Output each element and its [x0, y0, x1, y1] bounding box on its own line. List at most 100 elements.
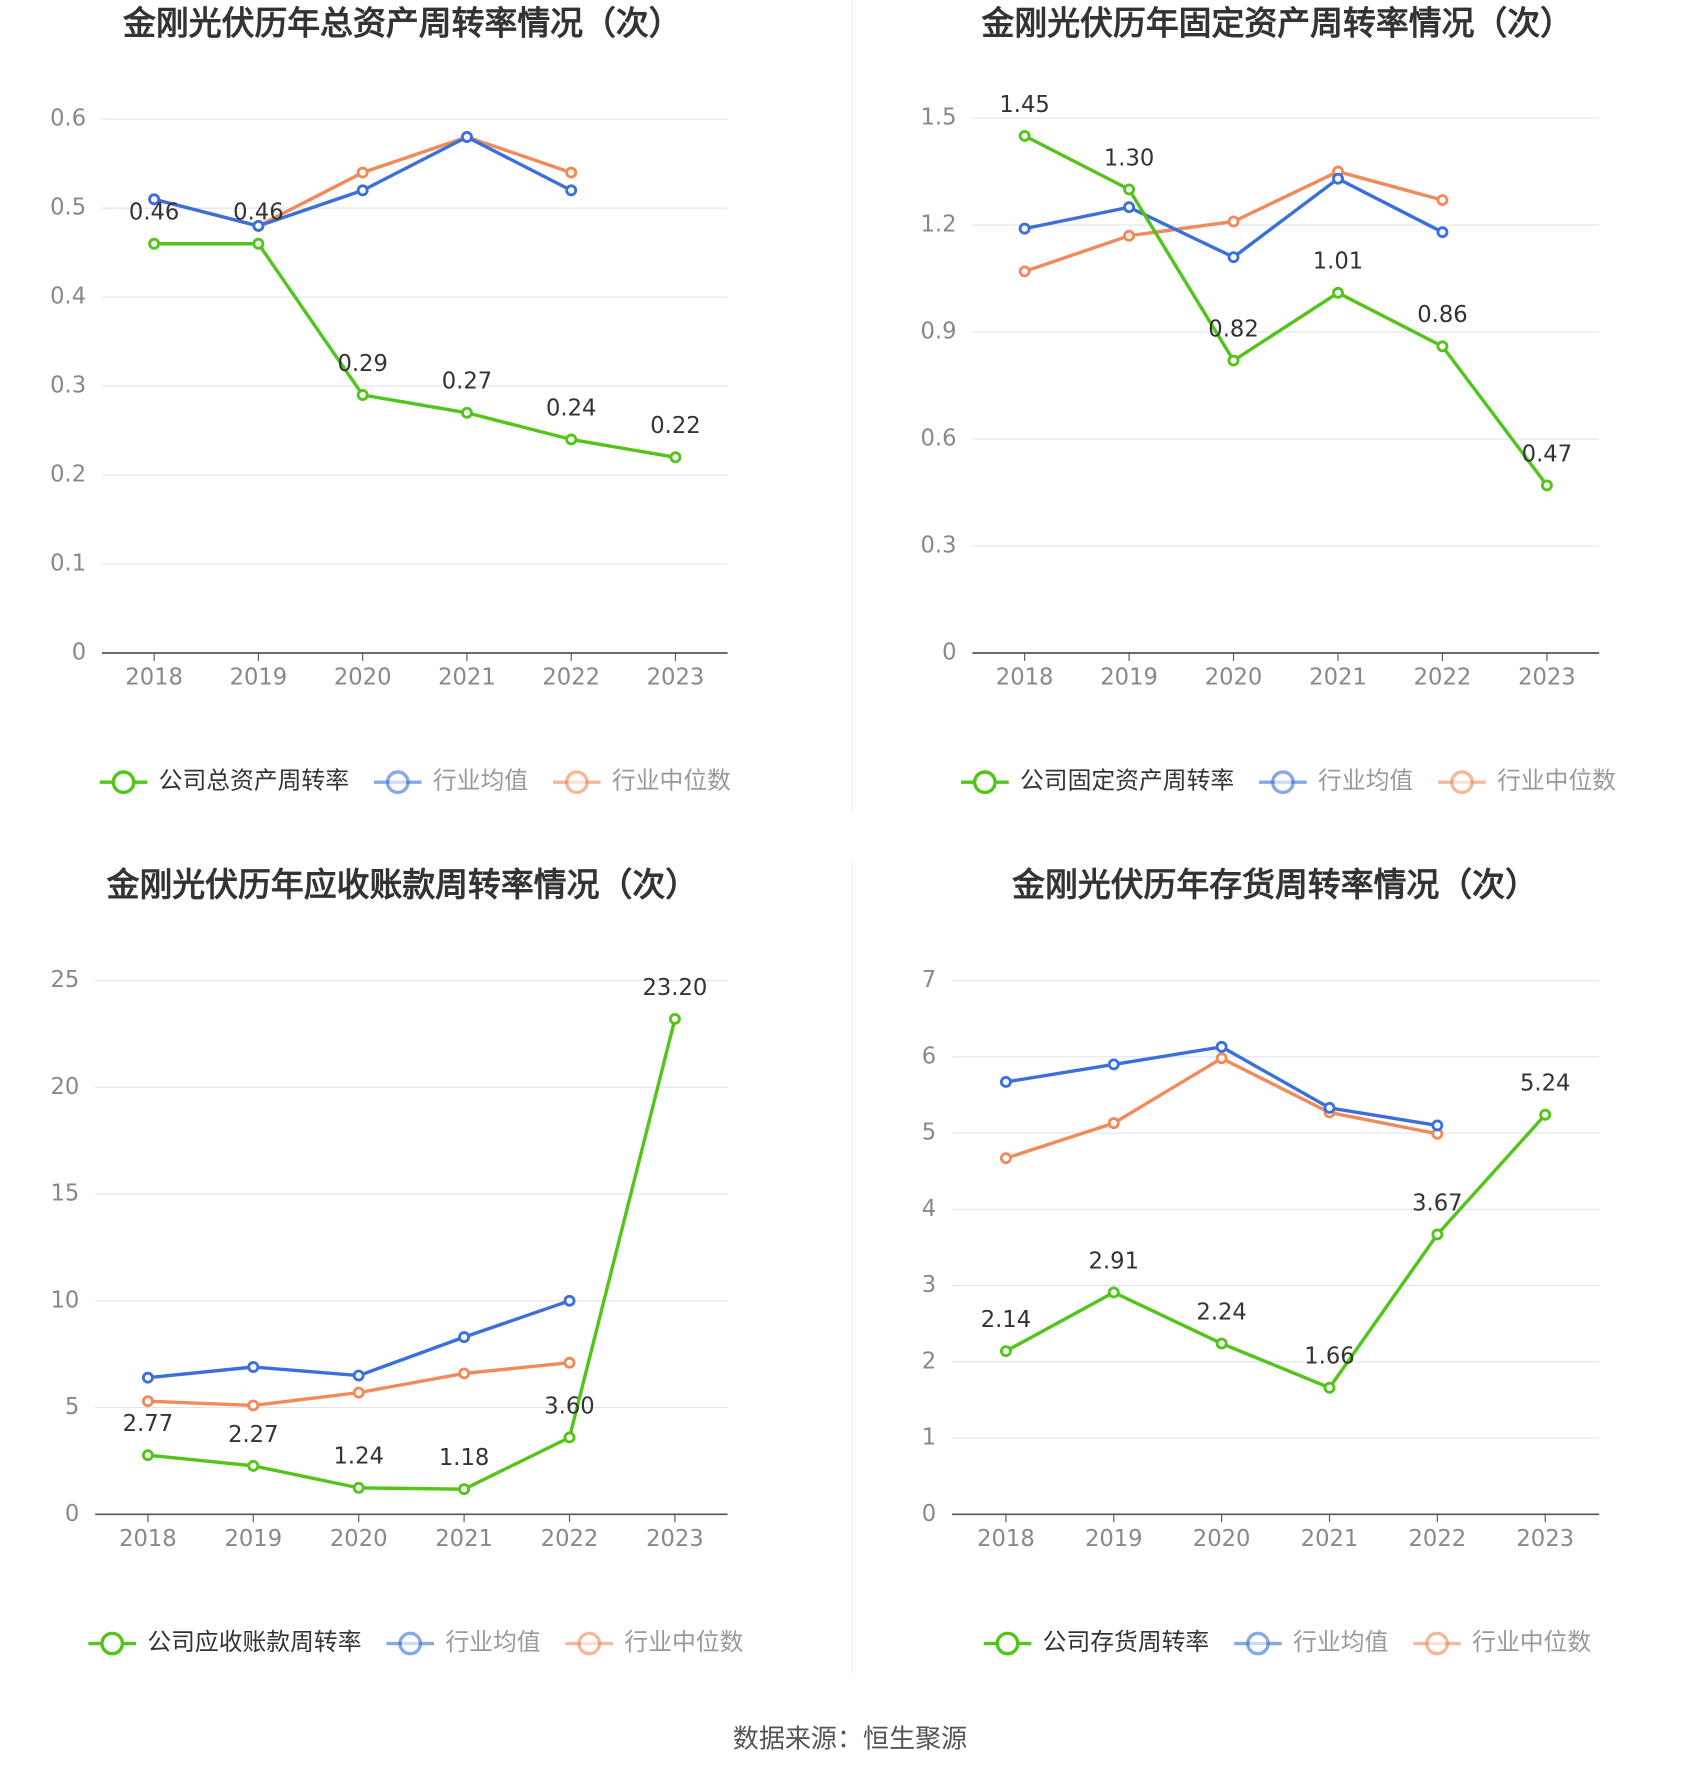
data-label: 1.24	[333, 1444, 383, 1470]
y-tick-label: 6	[922, 1043, 936, 1069]
legend-marker	[1450, 770, 1474, 795]
data-label: 3.67	[1412, 1190, 1462, 1216]
chart-title: 金刚光伏历年固定资产周转率情况（次）	[981, 4, 1573, 43]
point	[1323, 1101, 1336, 1114]
x-tick-label: 2018	[996, 664, 1054, 690]
point	[1215, 1052, 1228, 1065]
point	[1540, 479, 1553, 492]
data-label: 0.27	[442, 369, 492, 395]
series-line	[1005, 1056, 1438, 1160]
legend-marker	[1425, 1631, 1449, 1656]
y-tick-label: 1.5	[921, 105, 957, 131]
point	[1018, 129, 1031, 142]
point	[999, 1152, 1012, 1165]
point	[148, 237, 161, 250]
point	[141, 1449, 154, 1462]
point	[1107, 1117, 1120, 1130]
chart-title: 金刚光伏历年应收账款周转率情况（次）	[106, 865, 698, 904]
legend-marker	[995, 1631, 1020, 1656]
point	[352, 1369, 365, 1382]
data-label: 0.46	[129, 200, 179, 226]
data-label: 0.86	[1417, 302, 1467, 328]
legend-label: 公司存货周转率	[1043, 1628, 1210, 1656]
y-tick-label: 0.1	[50, 551, 86, 577]
y-tick-label: 4	[922, 1196, 936, 1222]
legend-marker	[1271, 770, 1295, 795]
x-tick-label: 2019	[224, 1526, 282, 1552]
x-tick-label: 2020	[334, 664, 392, 690]
point	[1227, 215, 1240, 228]
series-line	[153, 135, 572, 228]
point	[352, 1386, 365, 1399]
point	[669, 451, 682, 464]
legend-label: 行业均值	[1293, 1628, 1388, 1656]
y-tick-label: 0.6	[50, 106, 86, 132]
legend-marker	[111, 770, 136, 795]
x-tick-label: 2021	[435, 1526, 493, 1552]
legend-marker	[1246, 1631, 1270, 1656]
chart-title: 金刚光伏历年存货周转率情况（次）	[1011, 865, 1538, 904]
x-tick-label: 2023	[647, 664, 705, 690]
legend-label: 行业中位数	[624, 1628, 743, 1656]
legend-item: 公司存货周转率	[983, 1628, 1210, 1656]
point	[141, 1371, 154, 1384]
x-tick-label: 2022	[541, 1526, 599, 1552]
y-tick-label: 5	[922, 1120, 936, 1146]
legend-marker	[398, 1631, 423, 1656]
data-label: 1.30	[1104, 145, 1154, 171]
y-tick-label: 25	[50, 967, 79, 993]
x-tick-label: 2021	[438, 664, 496, 690]
point	[141, 1395, 154, 1408]
x-tick-label: 2018	[977, 1526, 1035, 1552]
data-label: 1.18	[439, 1445, 489, 1471]
y-tick-label: 0	[922, 1501, 936, 1527]
point	[1107, 1058, 1120, 1071]
y-tick-label: 20	[50, 1074, 79, 1100]
series-line	[154, 242, 676, 459]
y-tick-label: 0.9	[921, 319, 957, 345]
legend-item: 行业均值	[1234, 1628, 1388, 1656]
series-line	[1023, 134, 1549, 487]
series-line	[1005, 1113, 1547, 1390]
x-tick-label: 2019	[1085, 1526, 1143, 1552]
y-tick-label: 2	[922, 1348, 936, 1374]
data-label: 3.60	[544, 1393, 594, 1419]
point	[356, 166, 369, 179]
x-tick-label: 2020	[1193, 1526, 1251, 1552]
legend-marker	[564, 770, 589, 795]
data-label: 2.24	[1196, 1299, 1246, 1325]
point	[563, 1356, 576, 1369]
x-tick-label: 2018	[119, 1526, 177, 1552]
point	[1332, 286, 1344, 299]
y-tick-label: 7	[922, 967, 936, 993]
point	[1215, 1337, 1228, 1350]
point	[352, 1481, 365, 1494]
legend-item: 行业中位数	[1413, 1628, 1591, 1656]
data-label: 0.46	[233, 200, 283, 226]
y-tick-label: 0	[72, 640, 86, 666]
y-tick-label: 15	[50, 1181, 79, 1207]
legend-label: 公司固定资产周转率	[1020, 767, 1234, 795]
point	[565, 433, 578, 446]
x-tick-label: 2021	[1301, 1526, 1359, 1552]
point	[565, 184, 578, 197]
point	[460, 131, 473, 143]
point	[458, 1331, 471, 1344]
legend-item: 行业均值	[373, 767, 528, 795]
legend-item: 行业均值	[386, 1628, 541, 1656]
point	[1018, 265, 1031, 278]
data-label: 2.14	[981, 1307, 1031, 1333]
legend-item: 行业均值	[1259, 767, 1413, 795]
point	[1436, 340, 1449, 353]
legend-label: 行业均值	[1318, 767, 1413, 795]
legend-label: 公司总资产周转率	[159, 767, 349, 795]
point	[247, 1459, 260, 1472]
legend-marker	[385, 770, 410, 795]
x-tick-label: 2023	[646, 1526, 704, 1552]
legend-marker	[577, 1631, 602, 1656]
x-tick-label: 2019	[230, 664, 288, 690]
y-tick-label: 3	[922, 1272, 936, 1298]
point	[1436, 194, 1449, 207]
y-tick-label: 0.5	[50, 195, 86, 221]
